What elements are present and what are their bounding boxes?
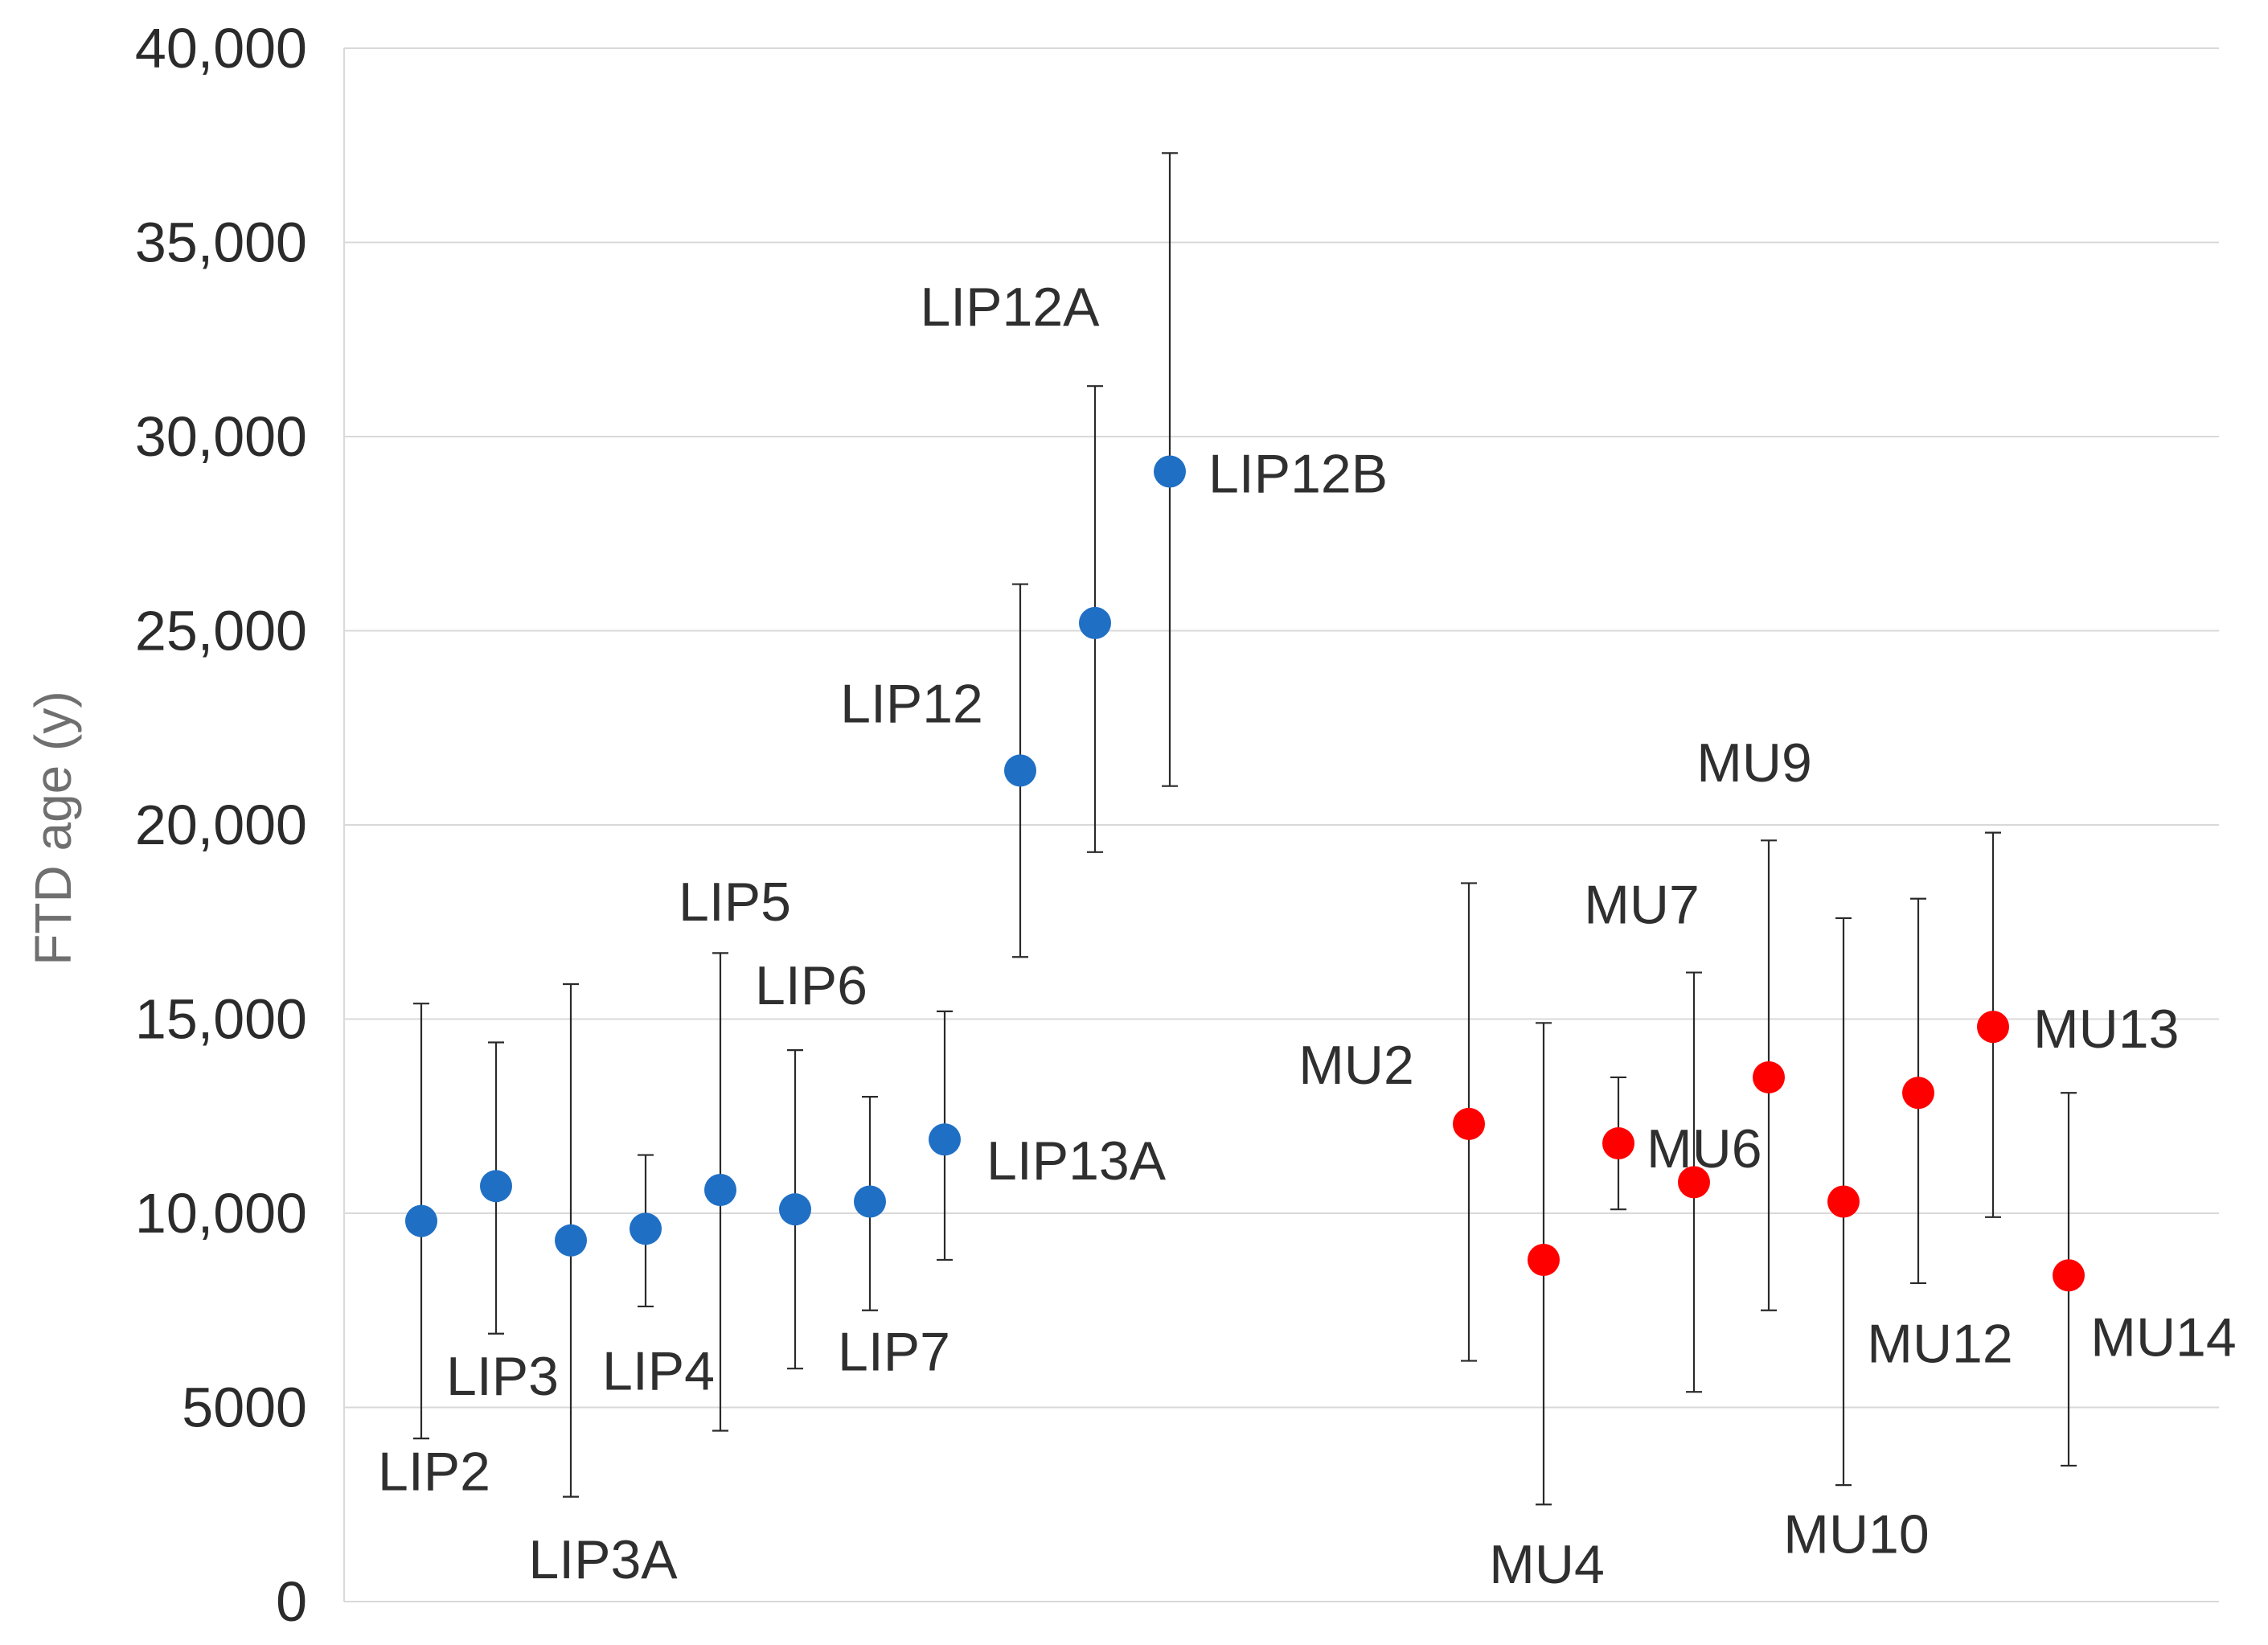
data-point-mu14: [2053, 1259, 2085, 1292]
data-point-mu10: [1827, 1185, 1860, 1218]
point-label-mu7: MU7: [1584, 874, 1700, 935]
data-point-lip3a: [555, 1224, 587, 1257]
y-tick-label: 0: [276, 1570, 307, 1633]
data-point-lip3: [480, 1170, 512, 1203]
grid-lines: [344, 47, 2219, 1409]
point-label-lip3a: LIP3A: [528, 1529, 678, 1590]
point-labels: LIP2 LIP3 LIP3A LIP4 LIP5 LIP6 LIP7 LIP13A LIP12…: [378, 277, 2237, 1595]
data-point-lip6: [779, 1193, 811, 1226]
data-point-mu12: [1902, 1077, 1934, 1110]
point-label-lip5: LIP5: [679, 872, 791, 933]
y-tick-label: 30,000: [135, 405, 307, 468]
data-point-mu13: [1977, 1011, 2009, 1044]
data-point-lip7: [854, 1185, 886, 1218]
data-point-lip12b: [1154, 455, 1186, 488]
data-point-mu7: [1678, 1166, 1710, 1199]
y-axis-title: FTD age (y): [24, 691, 82, 965]
point-label-lip6: LIP6: [755, 955, 867, 1016]
point-label-mu12: MU12: [1867, 1313, 2012, 1374]
data-point-mu9: [1753, 1060, 1785, 1093]
data-point-lip12a: [1079, 606, 1111, 639]
point-label-mu9: MU9: [1696, 732, 1812, 794]
y-tick-label: 15,000: [135, 988, 307, 1051]
point-label-lip12b: LIP12B: [1208, 443, 1388, 504]
point-label-mu10: MU10: [1783, 1504, 1929, 1565]
point-label-lip12: LIP12: [840, 673, 983, 734]
data-point-lip13a: [929, 1123, 961, 1156]
y-tick-label: 40,000: [135, 17, 307, 80]
y-tick-label: 35,000: [135, 211, 307, 274]
point-label-lip7: LIP7: [838, 1322, 950, 1383]
point-label-lip2: LIP2: [378, 1442, 490, 1503]
data-point-mu4: [1528, 1243, 1560, 1276]
data-point-mu6: [1602, 1127, 1634, 1160]
point-label-lip3: LIP3: [446, 1346, 559, 1407]
axes: [343, 48, 2219, 1602]
y-tick-label: 20,000: [135, 794, 307, 856]
data-points: [405, 455, 2085, 1292]
y-tick-label: 5000: [182, 1376, 307, 1439]
point-label-mu2: MU2: [1298, 1035, 1414, 1096]
data-point-lip2: [405, 1204, 437, 1237]
error-bars: [413, 152, 2077, 1506]
point-label-lip12a: LIP12A: [920, 277, 1100, 338]
point-label-mu14: MU14: [2090, 1307, 2236, 1368]
data-point-lip4: [630, 1212, 662, 1245]
point-label-lip13a: LIP13A: [986, 1130, 1167, 1192]
data-point-lip12: [1004, 754, 1036, 787]
y-tick-label: 10,000: [135, 1182, 307, 1245]
y-tick-labels: 0 5000 10,000 15,000 20,000 25,000 30,000 35,00…: [135, 17, 307, 1633]
y-tick-label: 25,000: [135, 600, 307, 663]
point-label-mu6: MU6: [1647, 1118, 1762, 1179]
point-label-mu13: MU13: [2033, 999, 2179, 1060]
data-point-mu2: [1453, 1107, 1485, 1140]
point-label-mu4: MU4: [1489, 1534, 1605, 1595]
data-point-lip5: [704, 1174, 736, 1207]
point-label-lip4: LIP4: [602, 1340, 715, 1401]
